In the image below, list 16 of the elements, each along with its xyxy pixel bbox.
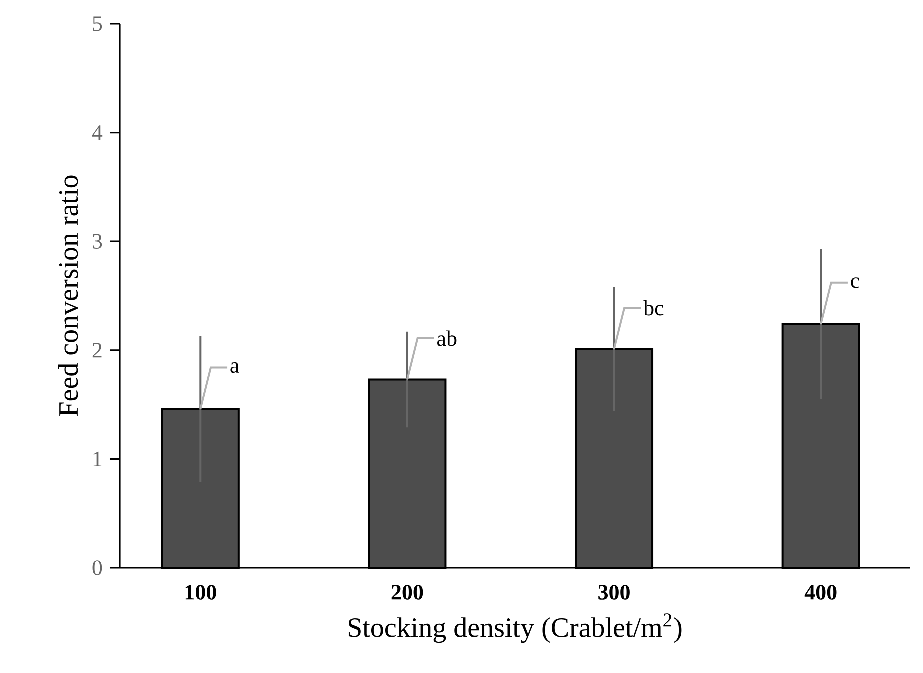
x-tick-label: 300 [598,585,630,600]
y-tick-label: 5 [93,16,102,32]
y-tick-label: 4 [92,126,103,140]
y-axis-title: Feed conversion ratio [58,176,78,416]
x-tick-label: 200 [392,585,424,600]
y-tick-label: 1 [94,452,102,466]
annotation: ab [438,330,457,346]
annotation: a [230,362,240,374]
y-tick-label: 0 [92,560,102,576]
x-tick-label: 400 [804,585,837,600]
y-tick-label: 2 [92,343,102,358]
annotation: c [851,278,860,288]
x-tick-label: 100 [186,585,216,600]
x-axis-title: Stocking density (Crablet/m$^{2}$) [348,614,682,644]
annotation: bc [644,300,664,316]
y-tick-label: 3 [93,234,102,249]
